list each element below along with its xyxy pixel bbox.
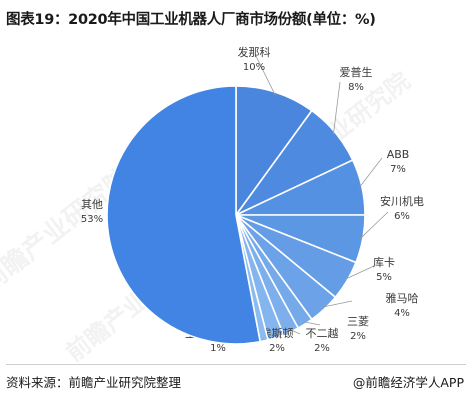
slice-value-label: 4%: [394, 308, 410, 319]
slice-value-label: 53%: [81, 214, 103, 225]
leader-line: [303, 321, 321, 326]
slice-label: 三菱: [347, 315, 369, 328]
slice-value-label: 2%: [350, 331, 366, 342]
slice-label: 库卡: [373, 256, 395, 269]
slice-value-label: 1%: [210, 343, 226, 354]
chart-title: 图表19：2020年中国工业机器人厂商市场份额(单位：%): [6, 12, 376, 28]
slice-label: 不二越: [306, 326, 339, 340]
slice-label: 安川机电: [380, 194, 424, 208]
slice-value-label: 7%: [390, 164, 406, 175]
leader-line: [344, 265, 375, 280]
leader-line: [254, 53, 276, 95]
slice-label: ABB: [387, 148, 410, 161]
leader-line: [261, 338, 264, 341]
slice-value-label: 2%: [314, 343, 330, 354]
leader-line: [274, 334, 283, 339]
slice-label: 其他: [81, 198, 103, 211]
leader-line: [333, 81, 341, 135]
source-note: 资料来源：前瞻产业研究院整理: [6, 375, 182, 390]
leader-line: [359, 211, 389, 239]
pie-slice-10: [106, 85, 262, 345]
slice-label: 爱普生: [340, 65, 373, 79]
footer-divider: [6, 364, 466, 365]
slice-value-label: 10%: [243, 62, 265, 73]
slice-value-label: 2%: [269, 343, 285, 354]
slice-value-label: 6%: [394, 211, 410, 222]
credit-note: @前瞻经济学人APP: [352, 375, 464, 390]
slice-label: 埃斯顿: [261, 326, 294, 340]
slice-label: 发那科: [238, 45, 271, 59]
leader-line: [359, 157, 383, 188]
slice-value-label: 5%: [376, 272, 392, 283]
slice-value-label: 8%: [348, 82, 364, 93]
pie-slice-0: [235, 85, 313, 218]
slice-label: 雅马哈: [386, 291, 419, 305]
leader-line: [289, 329, 301, 335]
leader-line: [322, 300, 353, 308]
